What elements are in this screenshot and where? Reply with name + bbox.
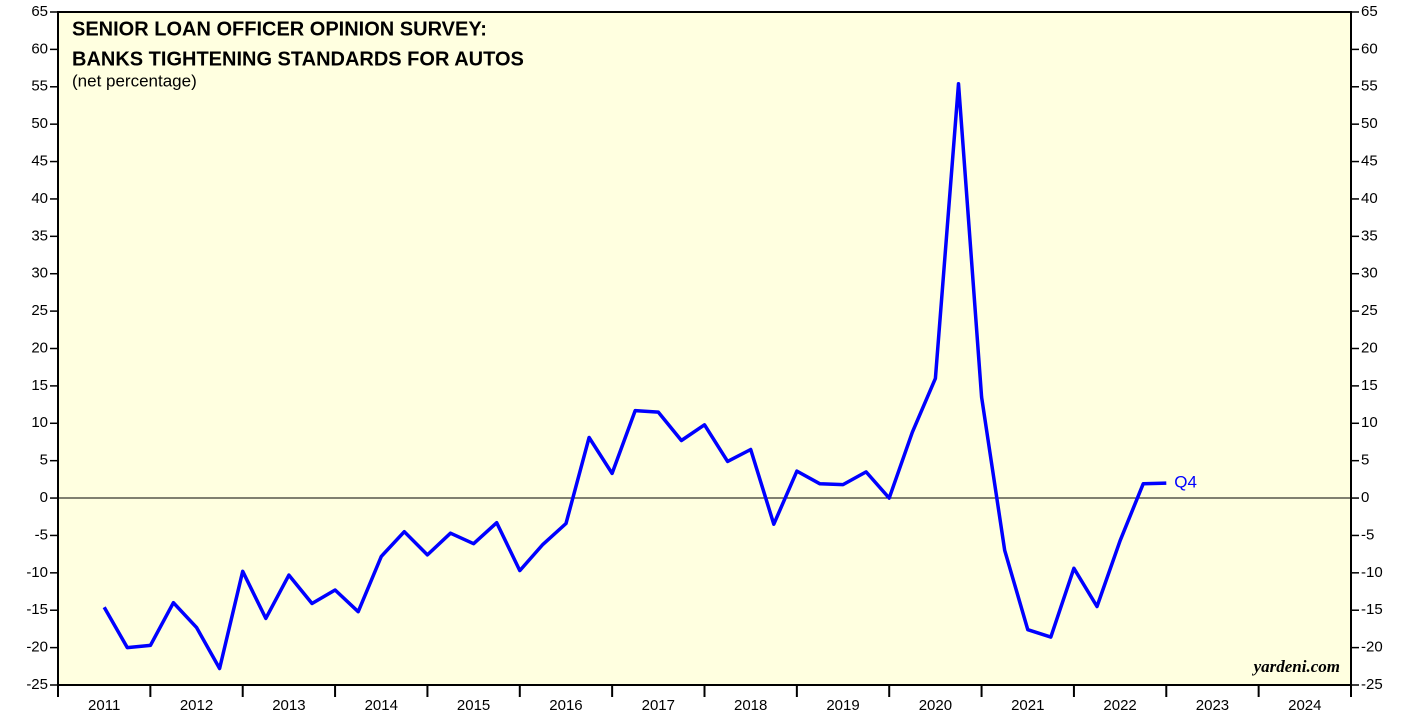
plot-border — [57, 11, 1352, 686]
x-tick-label: 2024 — [1288, 697, 1321, 714]
y-tick-label: -25 — [26, 676, 48, 693]
y2-tick-label: 30 — [1361, 265, 1378, 282]
y-tick-label: 50 — [31, 115, 48, 132]
x-tick-label: 2018 — [734, 697, 767, 714]
y-tick-label: 5 — [40, 452, 48, 469]
x-tick-label: 2017 — [642, 697, 675, 714]
x-tick-label: 2022 — [1103, 697, 1136, 714]
x-tick-label: 2023 — [1196, 697, 1229, 714]
y-tick-label: 15 — [31, 377, 48, 394]
y-tick-label: 65 — [31, 3, 48, 20]
y2-tick-label: 45 — [1361, 153, 1378, 170]
y2-tick-label: 60 — [1361, 40, 1378, 57]
y-tick-label: 35 — [31, 227, 48, 244]
y-tick-label: 10 — [31, 414, 48, 431]
y-tick-label: -10 — [26, 564, 48, 581]
y2-tick-label: 40 — [1361, 190, 1378, 207]
x-tick-label: 2012 — [180, 697, 213, 714]
end-label: Q4 — [1174, 473, 1197, 492]
x-tick-label: 2014 — [365, 697, 398, 714]
y2-tick-label: -10 — [1361, 564, 1383, 581]
y2-tick-label: 15 — [1361, 377, 1378, 394]
x-tick-label: 2020 — [919, 697, 952, 714]
y-tick-label: 20 — [31, 339, 48, 356]
y2-tick-label: 55 — [1361, 78, 1378, 95]
source: yardeni.com — [1252, 657, 1340, 676]
y-tick-label: 60 — [31, 40, 48, 57]
y-tick-label: -20 — [26, 639, 48, 656]
y2-tick-label: -5 — [1361, 526, 1374, 543]
x-tick-label: 2016 — [549, 697, 582, 714]
y-tick-label: 45 — [31, 153, 48, 170]
x-tick-label: 2011 — [88, 697, 120, 714]
y2-tick-label: 50 — [1361, 115, 1378, 132]
y2-tick-label: 35 — [1361, 227, 1378, 244]
y2-tick-label: -20 — [1361, 639, 1383, 656]
y2-tick-label: 65 — [1361, 3, 1378, 20]
plot-background — [58, 12, 1351, 685]
chart-subtitle: (net percentage) — [72, 71, 197, 90]
y-tick-label: -5 — [35, 526, 48, 543]
y-tick-label: 40 — [31, 190, 48, 207]
chart-title: BANKS TIGHTENING STANDARDS FOR AUTOS — [72, 48, 524, 70]
y2-tick-label: 5 — [1361, 452, 1369, 469]
y2-tick-label: 25 — [1361, 302, 1378, 319]
chart-title: SENIOR LOAN OFFICER OPINION SURVEY: — [72, 18, 487, 40]
y-tick-label: 0 — [40, 489, 48, 506]
y2-tick-label: 10 — [1361, 414, 1378, 431]
y2-tick-label: -15 — [1361, 601, 1383, 618]
series-line — [102, 82, 1167, 671]
y2-tick-label: 20 — [1361, 339, 1378, 356]
y2-tick-label: 0 — [1361, 489, 1369, 506]
y-tick-label: 55 — [31, 78, 48, 95]
x-tick-label: 2013 — [272, 697, 305, 714]
y-tick-label: -15 — [26, 601, 48, 618]
y2-tick-label: -25 — [1361, 676, 1383, 693]
x-tick-label: 2015 — [457, 697, 490, 714]
y-tick-label: 25 — [31, 302, 48, 319]
x-tick-label: 2019 — [826, 697, 859, 714]
x-tick-label: 2021 — [1011, 697, 1044, 714]
y-tick-label: 30 — [31, 265, 48, 282]
